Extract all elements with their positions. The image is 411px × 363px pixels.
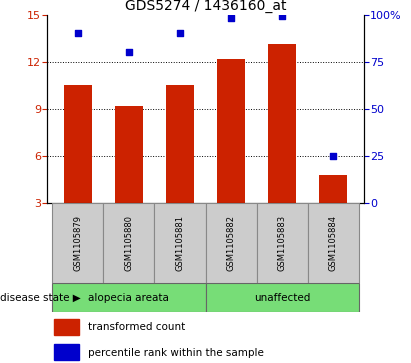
- Point: [228, 15, 234, 21]
- Point: [126, 49, 132, 55]
- Point: [330, 153, 336, 159]
- Text: percentile rank within the sample: percentile rank within the sample: [88, 348, 264, 358]
- Bar: [115, 106, 143, 203]
- FancyBboxPatch shape: [52, 283, 206, 312]
- Text: GSM1105880: GSM1105880: [125, 215, 134, 271]
- FancyBboxPatch shape: [307, 203, 359, 283]
- Text: GSM1105884: GSM1105884: [329, 215, 337, 271]
- Text: GSM1105883: GSM1105883: [277, 215, 286, 271]
- Text: disease state ▶: disease state ▶: [0, 293, 81, 303]
- Text: alopecia areata: alopecia areata: [88, 293, 169, 303]
- FancyBboxPatch shape: [206, 203, 256, 283]
- Bar: [217, 58, 245, 203]
- FancyBboxPatch shape: [256, 203, 307, 283]
- Bar: [53, 344, 79, 360]
- Text: GSM1105879: GSM1105879: [74, 215, 82, 271]
- Bar: [268, 44, 296, 203]
- Text: unaffected: unaffected: [254, 293, 310, 303]
- Text: GSM1105882: GSM1105882: [226, 215, 236, 271]
- Point: [279, 13, 285, 19]
- Bar: [319, 175, 347, 203]
- Text: GSM1105881: GSM1105881: [175, 215, 185, 271]
- Bar: [166, 85, 194, 203]
- Bar: [53, 319, 79, 335]
- Point: [75, 30, 81, 36]
- Bar: [64, 85, 92, 203]
- Text: transformed count: transformed count: [88, 322, 186, 333]
- FancyBboxPatch shape: [155, 203, 206, 283]
- FancyBboxPatch shape: [104, 203, 155, 283]
- FancyBboxPatch shape: [52, 203, 104, 283]
- FancyBboxPatch shape: [206, 283, 359, 312]
- Title: GDS5274 / 1436160_at: GDS5274 / 1436160_at: [125, 0, 286, 13]
- Point: [177, 30, 183, 36]
